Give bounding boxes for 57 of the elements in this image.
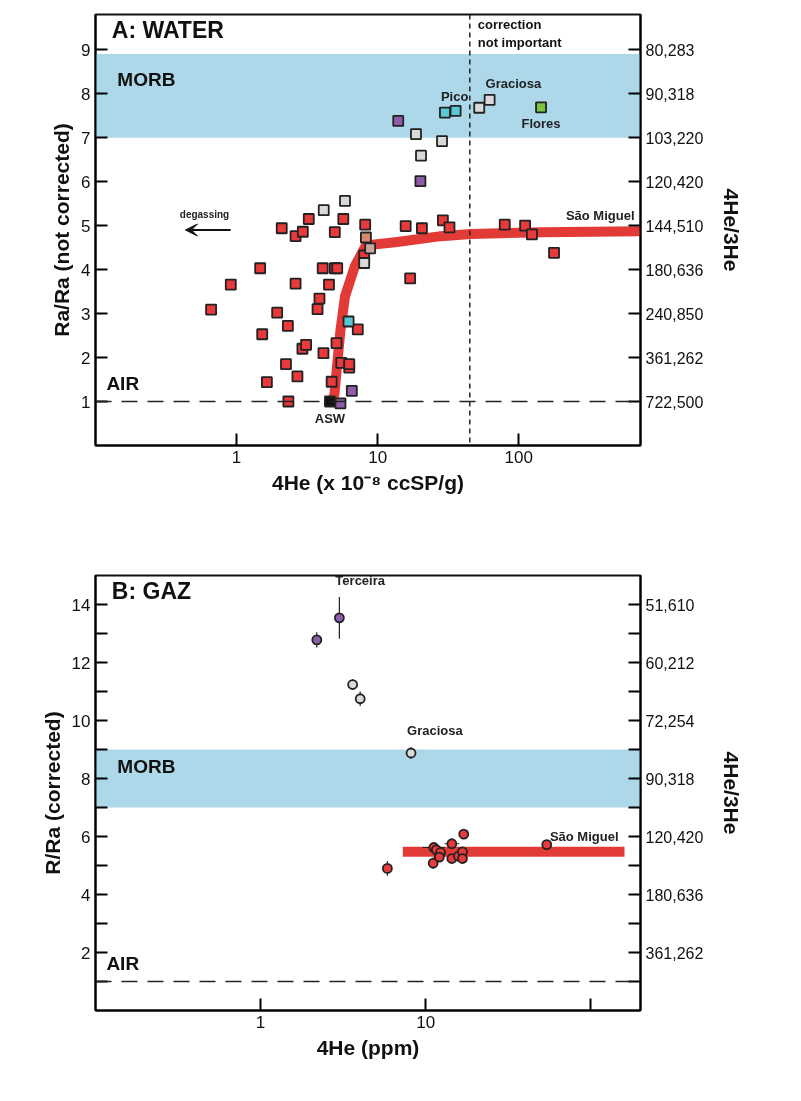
category-label: 80,283 — [645, 41, 695, 59]
category-label: 240,850 — [645, 305, 704, 323]
x-tick-label: 1 — [231, 447, 242, 467]
category-label: 90,318 — [645, 85, 695, 103]
series-label: Terceira — [335, 572, 386, 588]
y-tick-label: 10 — [71, 711, 91, 731]
category-label: 361,262 — [645, 944, 704, 962]
x-axis-title: 4He (ppm) — [316, 1035, 420, 1059]
category-label: 180,636 — [645, 886, 704, 904]
y-tick-label: 1 — [81, 392, 91, 412]
y-tick-label: 12 — [71, 653, 91, 673]
annotation: degassing — [179, 208, 230, 220]
y-tick-label: 4 — [81, 885, 91, 905]
category-label: 120,420 — [645, 828, 704, 846]
y-tick-label: 2 — [81, 943, 91, 963]
y2-axis-title: 4He/3He — [720, 188, 744, 272]
y-tick-label: 14 — [71, 595, 91, 615]
series-label: São Miguel — [549, 828, 619, 844]
category-label: 144,510 — [645, 217, 704, 235]
category-label: 722,500 — [645, 393, 704, 411]
chart-title: A: WATER — [111, 16, 225, 43]
series-label: Graciosa — [485, 75, 543, 91]
x-tick-label: 10 — [368, 447, 388, 467]
y-tick-label: 2 — [81, 348, 91, 368]
y-axis-title: Ra/Ra (not corrected) — [50, 123, 74, 337]
y-tick-label: 4 — [81, 260, 91, 280]
y-tick-label: 6 — [81, 827, 91, 847]
category-label: 180,636 — [645, 261, 704, 279]
y-tick-label: 6 — [81, 172, 91, 192]
category-label: 361,262 — [645, 349, 704, 367]
series-label: Flores — [521, 116, 561, 132]
y-tick-label: 8 — [81, 84, 91, 104]
series-label: Graciosa — [407, 723, 464, 739]
y-axis-title: R/Ra (corrected) — [40, 711, 64, 875]
x-tick-label: 100 — [504, 447, 533, 467]
category-label: 72,254 — [645, 712, 695, 730]
y-tick-label: 7 — [81, 128, 91, 148]
category-label: 60,212 — [645, 654, 695, 672]
ref-line-label: AIR — [106, 952, 140, 974]
category-label: 120,420 — [645, 173, 704, 191]
x-axis-title: 4He (x 10⁻⁸ ccSP/g) — [271, 470, 465, 494]
series-label: Pico — [440, 88, 469, 104]
y-tick-label: 3 — [81, 304, 91, 324]
ref-line-label: AIR — [106, 372, 140, 394]
category-label: 103,220 — [645, 129, 704, 147]
series-label: ASW — [314, 410, 346, 426]
y-tick-label: 8 — [81, 769, 91, 789]
y2-axis-title: 4He/3He — [720, 751, 744, 835]
band-label: MORB — [117, 68, 176, 90]
chart-title: B: GAZ — [111, 577, 192, 604]
ref-line-label: correction not important — [477, 16, 563, 50]
category-label: 90,318 — [645, 770, 695, 788]
series-label: São Miguel — [565, 208, 635, 224]
y-tick-label: 9 — [81, 40, 91, 60]
y-tick-label: 5 — [81, 216, 91, 236]
band-label: MORB — [117, 756, 176, 778]
category-label: 51,610 — [645, 596, 695, 614]
